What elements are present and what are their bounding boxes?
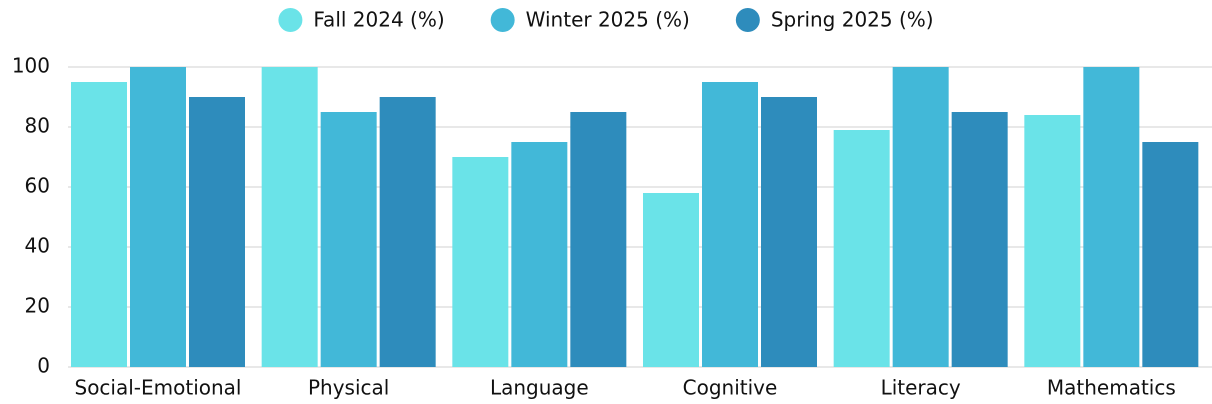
bar: [833, 130, 890, 367]
legend-label: Fall 2024 (%): [313, 8, 444, 32]
legend-marker: [490, 8, 515, 32]
bar: [702, 82, 758, 367]
x-tick-label: Physical: [308, 376, 389, 400]
bar: [320, 112, 377, 367]
bar: [189, 97, 245, 367]
bar: [951, 112, 1008, 367]
bar: [892, 67, 949, 367]
bar: [379, 97, 436, 367]
bar: [71, 82, 127, 367]
bar: [1024, 115, 1081, 367]
x-tick-label: Cognitive: [683, 376, 778, 400]
bar: [130, 67, 186, 367]
y-tick-label: 0: [37, 354, 50, 378]
x-tick-label: Literacy: [881, 376, 961, 400]
legend-marker: [735, 8, 760, 32]
legend-label: Spring 2025 (%): [771, 8, 934, 32]
bar: [643, 193, 699, 367]
x-tick-label: Social-Emotional: [75, 376, 242, 400]
y-tick-label: 100: [12, 54, 50, 78]
y-tick-label: 40: [25, 234, 50, 258]
legend-label: Winter 2025 (%): [526, 8, 690, 32]
x-tick-label: Mathematics: [1047, 376, 1176, 400]
y-tick-label: 60: [25, 174, 50, 198]
bar: [511, 142, 568, 367]
bar: [1142, 142, 1199, 367]
y-tick-label: 20: [25, 294, 50, 318]
bar: [452, 157, 509, 367]
bar: [1083, 67, 1140, 367]
bar: [761, 97, 817, 367]
bar: [261, 67, 318, 367]
y-tick-label: 80: [25, 114, 50, 138]
x-tick-label: Language: [490, 376, 589, 400]
legend-marker: [278, 8, 303, 32]
bar: [570, 112, 627, 367]
